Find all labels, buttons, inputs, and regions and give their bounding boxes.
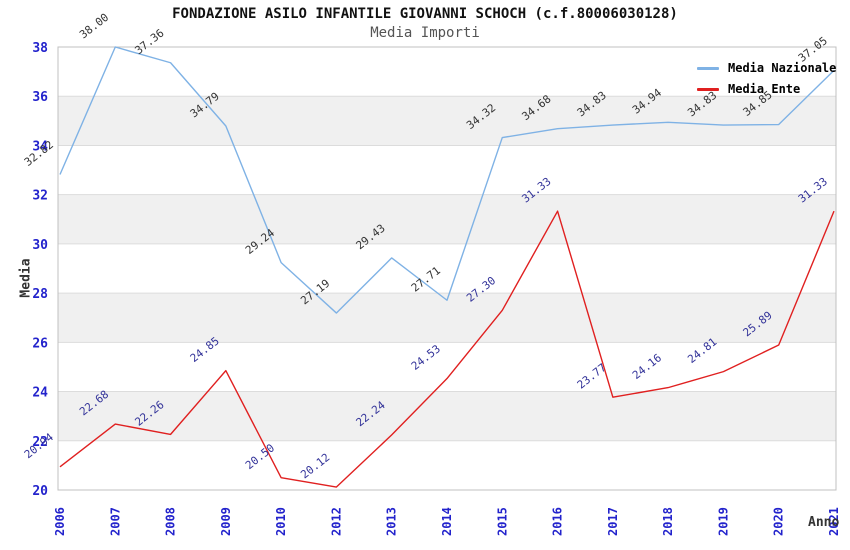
data-label-media-nazionale: 37.36: [132, 26, 166, 57]
chart-subtitle: Media Importi: [370, 25, 480, 41]
y-tick-label: 22: [32, 435, 48, 450]
legend-swatch-media-nazionale-icon: [697, 66, 719, 70]
plot-band: [58, 96, 836, 146]
x-tick-label: 2009: [219, 507, 233, 536]
x-tick-label: 2008: [164, 507, 178, 536]
y-tick-label: 32: [32, 189, 48, 204]
plot-band: [58, 391, 836, 441]
plot-band: [58, 194, 836, 244]
x-tick-label: 2020: [772, 507, 786, 536]
plot-frame: [57, 46, 837, 491]
data-label-media-nazionale: 38.00: [77, 11, 111, 42]
y-axis-title: Media: [18, 258, 34, 298]
x-tick-label: 2010: [274, 507, 288, 536]
series-line-media-nazionale: [59, 46, 835, 314]
data-label-media-ente: 23.77: [575, 361, 609, 392]
y-tick-label: 24: [32, 386, 48, 401]
x-axis-title: Anno: [808, 515, 840, 530]
plot-band: [58, 293, 836, 343]
x-tick-label: 2014: [440, 507, 454, 536]
y-tick-label: 28: [32, 287, 48, 302]
x-tick-label: 2013: [385, 507, 399, 536]
chart-title: FONDAZIONE ASILO INFANTILE GIOVANNI SCHO…: [172, 6, 678, 22]
data-label-media-ente: 20.50: [243, 441, 277, 472]
y-tick-label: 26: [32, 336, 48, 351]
x-tick-label: 2015: [495, 507, 509, 536]
y-tick-label: 20: [32, 484, 48, 499]
x-tick-label: 2006: [53, 507, 67, 536]
y-tick-label: 34: [32, 139, 48, 154]
x-tick-label: 2017: [606, 507, 620, 536]
legend-label-media-nazionale: Media Nazionale: [728, 61, 837, 75]
y-tick-label: 30: [32, 238, 48, 253]
x-tick-label: 2021: [827, 507, 841, 536]
y-tick-label: 36: [32, 90, 48, 105]
data-label-media-ente: 24.53: [409, 342, 443, 373]
data-label-media-ente: 24.16: [630, 351, 664, 382]
x-tick-label: 2016: [551, 507, 565, 536]
legend-item-media-nazionale: Media Nazionale: [697, 60, 836, 76]
legend-swatch-media-ente-icon: [697, 87, 719, 91]
legend: Media Nazionale Media Ente: [697, 60, 836, 102]
x-tick-label: 2018: [661, 507, 675, 536]
legend-label-media-ente: Media Ente: [728, 82, 801, 96]
data-label-media-nazionale: 27.71: [409, 264, 443, 295]
x-tick-label: 2007: [108, 507, 122, 536]
x-tick-label: 2012: [329, 507, 343, 536]
series-line-media-ente: [59, 210, 835, 488]
x-tick-label: 2019: [716, 507, 730, 536]
y-tick-label: 38: [32, 41, 48, 56]
legend-item-media-ente: Media Ente: [697, 81, 836, 97]
data-label-media-ente: 20.12: [298, 451, 332, 482]
